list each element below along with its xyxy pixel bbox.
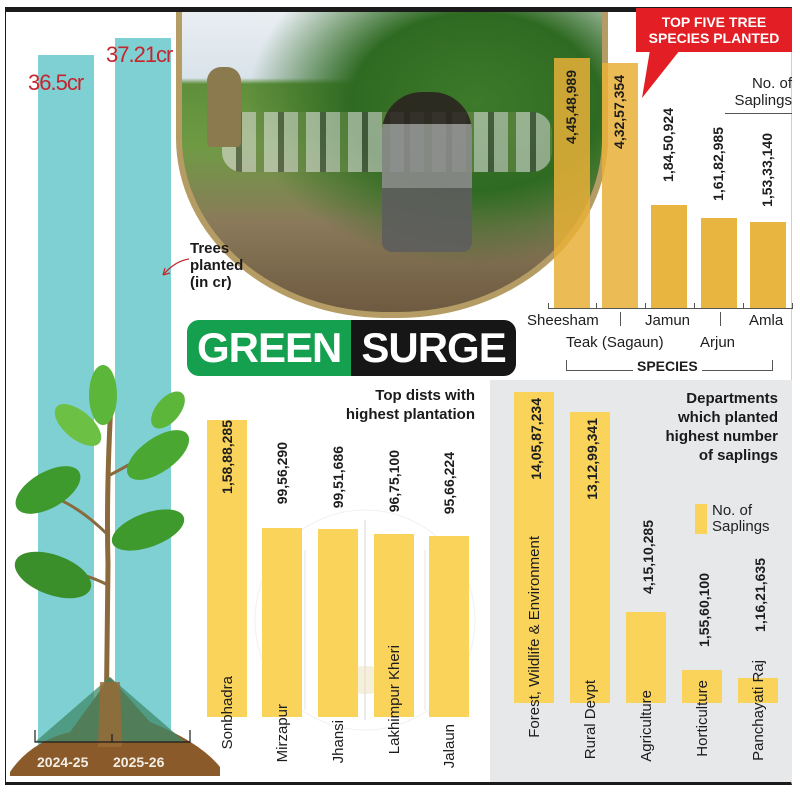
- departments-legend: No. of Saplings: [712, 503, 770, 535]
- legend-line-1: No. of: [751, 75, 792, 92]
- year-label-2025-26: 2025-26: [113, 754, 165, 770]
- bar-agriculture: [626, 612, 666, 703]
- axis-tick: [792, 303, 793, 309]
- axis-tick: [694, 303, 695, 309]
- legend-line-2: Saplings: [734, 92, 792, 109]
- value-jalaun: 95,66,224: [441, 452, 457, 515]
- callout-line-2: SPECIES PLANTED: [648, 30, 780, 46]
- label-forest-wildlife-environment: Forest, Wildlife & Environment: [526, 536, 543, 738]
- bar-sonbhadra: [207, 420, 247, 717]
- axis-tick: [645, 303, 646, 309]
- page-title: GREEN SURGE: [187, 320, 516, 376]
- legend-swatch: [695, 504, 707, 534]
- bar-mirzapur: [262, 528, 302, 717]
- dept-title-line-4: of saplings: [698, 447, 778, 464]
- label-arjun: Arjun: [700, 334, 736, 351]
- value-horticulture: 1,55,60,100: [696, 573, 712, 647]
- dept-title-line-1: Departments: [686, 390, 778, 407]
- label-panchayati-raj: Panchayati Raj: [750, 660, 767, 761]
- title-green: GREEN: [187, 320, 352, 376]
- bar-teak: [602, 63, 638, 308]
- value-arjun: 1,61,82,985: [710, 127, 726, 201]
- callout-line-1: TOP FIVE TREE: [661, 14, 767, 30]
- value-agriculture: 4,15,10,285: [640, 520, 656, 594]
- sapling-illustration-icon: [14, 365, 190, 735]
- departments-title: Departments which planted highest number…: [640, 389, 778, 465]
- photo-guard: [207, 67, 241, 147]
- value-rural-devpt: 13,12,99,341: [584, 418, 600, 500]
- note-line-3: (in cr): [190, 274, 232, 291]
- bar-2025-26: [115, 38, 171, 745]
- bar-amla: [750, 222, 786, 308]
- value-teak: 4,32,57,354: [611, 75, 627, 149]
- axis-tick: [743, 303, 744, 309]
- label-rural-devpt: Rural Devpt: [582, 680, 599, 760]
- title-surge: SURGE: [351, 320, 516, 376]
- dept-legend-line-1: No. of: [712, 502, 753, 519]
- leader-arjun: [720, 312, 721, 326]
- species-axis-label: SPECIES: [633, 358, 702, 374]
- bar-2024-25: [38, 55, 94, 745]
- bar-horticulture: [682, 670, 722, 703]
- value-mirzapur: 99,56,290: [274, 442, 290, 505]
- value-jamun: 1,84,50,924: [660, 108, 676, 182]
- value-jhansi: 99,51,686: [330, 446, 346, 509]
- value-amla: 1,53,33,140: [759, 133, 775, 207]
- soil-mound-icon: [10, 677, 220, 776]
- districts-title: Top dists with highest plantation: [340, 386, 475, 424]
- value-2025-26: 37.21cr: [106, 42, 173, 67]
- bar-panchayati-raj: [738, 678, 778, 703]
- year-label-2024-25: 2024-25: [37, 754, 89, 770]
- bar-arjun: [701, 218, 737, 308]
- species-legend: No. of Saplings: [726, 75, 792, 109]
- legend-underline: [725, 113, 792, 114]
- label-horticulture: Horticulture: [694, 680, 711, 757]
- value-panchayati-raj: 1,16,21,635: [752, 558, 768, 632]
- note-line-1: Trees: [190, 240, 230, 257]
- label-jhansi: Jhansi: [330, 720, 347, 764]
- value-2024-25: 36.5cr: [28, 70, 84, 95]
- label-lakhimpur-kheri: Lakhimpur Kheri: [386, 645, 403, 755]
- note-line-2: planted: [190, 257, 244, 274]
- species-x-axis: [548, 308, 793, 309]
- leader-teak: [620, 312, 621, 326]
- bar-lakhimpur-kheri: [374, 534, 414, 717]
- bar-jalaun: [429, 536, 469, 717]
- value-sonbhadra: 1,58,88,285: [219, 420, 235, 494]
- bar-jhansi: [318, 529, 358, 717]
- label-mirzapur: Mirzapur: [274, 704, 291, 763]
- label-sonbhadra: Sonbhadra: [219, 676, 236, 750]
- tree-planting-photo: [176, 12, 608, 318]
- arrow-icon: [162, 258, 190, 276]
- bar-sheesham: [554, 58, 590, 308]
- callout-pointer-icon: [642, 50, 680, 98]
- value-lakhimpur-kheri: 96,75,100: [386, 450, 402, 513]
- bar-jamun: [651, 205, 687, 308]
- axis-tick: [596, 303, 597, 309]
- axis-tick: [548, 303, 549, 309]
- bar-forest-wildlife-environment: [514, 392, 554, 703]
- species-callout: TOP FIVE TREE SPECIES PLANTED: [636, 8, 792, 52]
- trees-planted-note: Trees planted (in cr): [190, 240, 243, 291]
- dept-legend-line-2: Saplings: [712, 518, 770, 535]
- districts-title-line-2: highest plantation: [345, 406, 475, 423]
- photo-student: [382, 92, 472, 252]
- label-amla: Amla: [749, 312, 784, 329]
- label-agriculture: Agriculture: [638, 690, 655, 762]
- districts-title-line-1: Top dists with: [375, 387, 475, 404]
- label-jamun: Jamun: [645, 312, 691, 329]
- label-jalaun: Jalaun: [441, 724, 458, 769]
- bar-rural-devpt: [570, 412, 610, 703]
- label-teak: Teak (Sagaun): [566, 334, 664, 351]
- value-sheesham: 4,45,48,989: [563, 70, 579, 144]
- value-forest-wildlife-environment: 14,05,87,234: [528, 398, 544, 480]
- dept-title-line-3: highest number: [665, 428, 778, 445]
- label-sheesham: Sheesham: [527, 312, 599, 329]
- dept-title-line-2: which planted: [677, 409, 778, 426]
